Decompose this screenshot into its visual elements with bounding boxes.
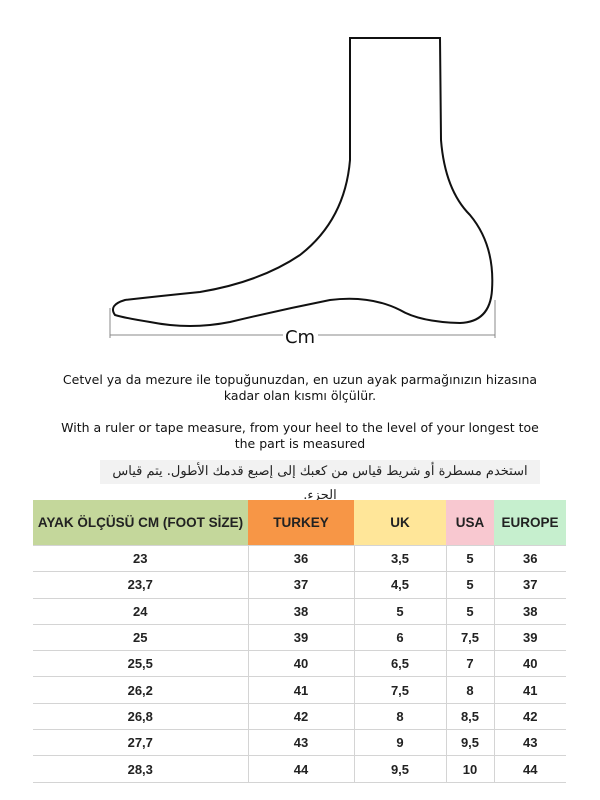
- table-cell: 28,3: [33, 755, 249, 783]
- table-cell: 7: [446, 650, 495, 677]
- table-row: 23,7 37 4,5 5 37: [33, 571, 566, 599]
- table-cell: 38: [494, 597, 566, 625]
- table-cell: 36: [494, 544, 566, 572]
- table-cell: 39: [494, 623, 566, 651]
- table-cell: 41: [248, 676, 355, 704]
- size-table: AYAK ÖLÇÜSÜ CM (FOOT SİZE) TURKEY UK USA EUR…: [33, 500, 566, 783]
- table-cell: 6,5: [354, 650, 447, 677]
- table-cell: 41: [494, 676, 566, 704]
- table-row: 25,5 40 6,5 7 40: [33, 650, 566, 677]
- table-cell: 7,5: [354, 676, 447, 704]
- table-cell: 9: [354, 729, 447, 756]
- table-cell: 25: [33, 623, 249, 651]
- table-cell: 6: [354, 623, 447, 651]
- table-cell: 5: [446, 571, 495, 599]
- table-cell: 43: [248, 729, 355, 756]
- table-cell: 39: [248, 623, 355, 651]
- table-cell: 10: [446, 755, 495, 783]
- table-row: 28,3 44 9,5 10 44: [33, 755, 566, 783]
- table-cell: 24: [33, 597, 249, 625]
- table-cell: 25,5: [33, 650, 249, 677]
- table-cell: 42: [248, 702, 355, 730]
- table-cell: 26,8: [33, 702, 249, 730]
- table-cell: 9,5: [446, 729, 495, 756]
- table-row: 26,2 41 7,5 8 41: [33, 676, 566, 704]
- table-cell: 44: [248, 755, 355, 783]
- table-cell: 9,5: [354, 755, 447, 783]
- table-cell: 8: [354, 702, 447, 730]
- table-cell: 5: [354, 597, 447, 625]
- table-cell: 3,5: [354, 544, 447, 572]
- table-cell: 27,7: [33, 729, 249, 756]
- instruction-english: With a ruler or tape measure, from your …: [61, 420, 539, 451]
- column-header: AYAK ÖLÇÜSÜ CM (FOOT SİZE): [33, 500, 248, 546]
- table-cell: 26,2: [33, 676, 249, 704]
- table-cell: 37: [494, 571, 566, 599]
- table-cell: 38: [248, 597, 355, 625]
- table-row: 27,7 43 9 9,5 43: [33, 729, 566, 756]
- table-cell: 43: [494, 729, 566, 756]
- table-row: 23 36 3,5 5 36: [33, 544, 566, 572]
- table-cell: 23,7: [33, 571, 249, 599]
- table-row: 25 39 6 7,5 39: [33, 623, 566, 651]
- foot-outline: [112, 37, 494, 327]
- column-header: EUROPE: [494, 500, 566, 546]
- table-row: 24 38 5 5 38: [33, 597, 566, 625]
- table-cell: 40: [494, 650, 566, 677]
- table-cell: 40: [248, 650, 355, 677]
- column-header: UK: [354, 500, 446, 546]
- table-cell: 37: [248, 571, 355, 599]
- table-cell: 8,5: [446, 702, 495, 730]
- table-cell: 7,5: [446, 623, 495, 651]
- table-cell: 36: [248, 544, 355, 572]
- table-cell: 5: [446, 544, 495, 572]
- table-cell: 42: [494, 702, 566, 730]
- foot-diagram: Cm: [109, 37, 496, 348]
- table-cell: 23: [33, 544, 249, 572]
- instruction-turkish: Cetvel ya da mezure ile topuğunuzdan, en…: [62, 372, 538, 403]
- table-cell: 4,5: [354, 571, 447, 599]
- measure-label: Cm: [285, 327, 315, 348]
- column-header: USA: [446, 500, 494, 546]
- table-cell: 44: [494, 755, 566, 783]
- table-cell: 8: [446, 676, 495, 704]
- table-cell: 5: [446, 597, 495, 625]
- table-row: 26,8 42 8 8,5 42: [33, 702, 566, 730]
- column-header: TURKEY: [248, 500, 354, 546]
- instruction-arabic: استخدم مسطرة أو شريط قياس من كعبك إلى إص…: [100, 460, 540, 503]
